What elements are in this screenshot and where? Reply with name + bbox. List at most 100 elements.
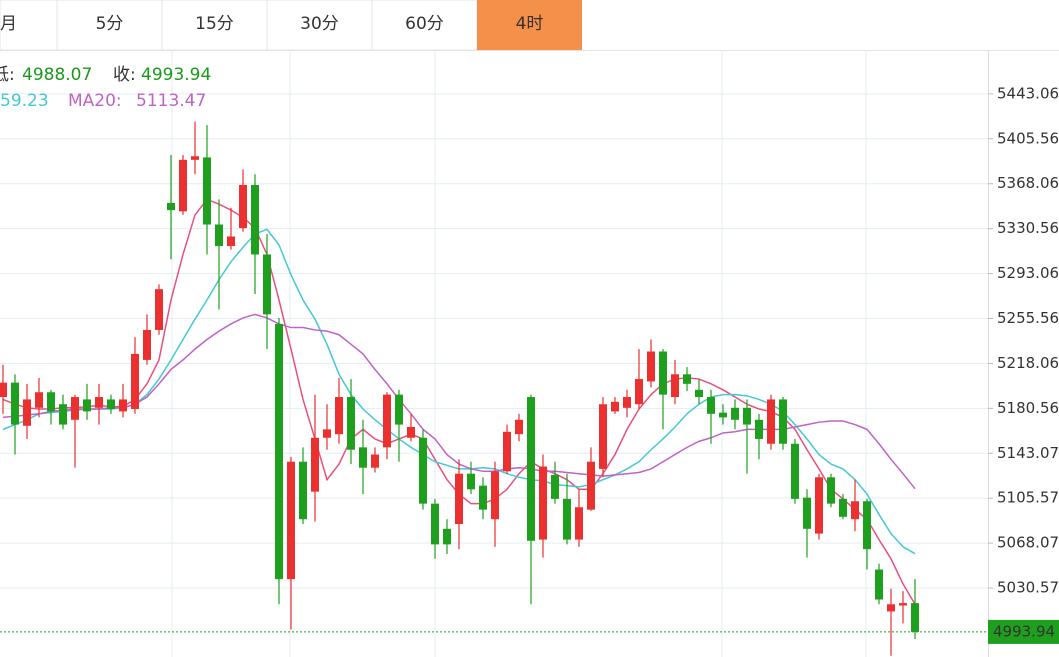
tab-label[interactable]: 4时 <box>516 14 544 34</box>
candle-body <box>83 399 91 412</box>
candle-body <box>287 461 295 580</box>
candle-body <box>599 404 607 469</box>
y-tick-label: 5218.06 <box>997 354 1059 372</box>
candle-body <box>851 501 859 520</box>
y-tick-label: 5255.56 <box>997 309 1059 327</box>
candle-body <box>131 353 139 410</box>
candle-body <box>311 437 319 492</box>
y-tick-label: 5030.57 <box>997 579 1059 597</box>
candle-body <box>107 399 115 410</box>
candle-body <box>539 466 547 540</box>
tab-label[interactable]: 30分 <box>300 14 339 34</box>
candle-body <box>23 399 31 426</box>
candle-body <box>815 477 823 534</box>
candle-body <box>407 426 415 438</box>
candle-body <box>179 159 187 212</box>
candle-body <box>431 503 439 545</box>
candle-body <box>71 397 79 420</box>
candle-body <box>899 603 907 606</box>
candle-body <box>503 431 511 472</box>
candle-body <box>59 404 67 425</box>
candle-body <box>0 382 7 398</box>
candle-body <box>575 507 583 540</box>
candle-body <box>695 389 703 398</box>
candle-body <box>611 401 619 412</box>
candle-body <box>863 501 871 550</box>
ma20-value: 5113.47 <box>136 91 206 111</box>
candle-body <box>719 412 727 418</box>
tab-label[interactable]: 60分 <box>405 14 444 34</box>
ma10-value: 59.23 <box>0 91 49 111</box>
candle-body <box>887 604 895 612</box>
candle-body <box>467 473 475 490</box>
tab[interactable] <box>0 0 58 51</box>
candle-body <box>47 392 55 412</box>
candle-body <box>755 419 763 439</box>
candle-body <box>119 399 127 412</box>
candle-body <box>371 454 379 468</box>
candle-body <box>11 382 19 425</box>
low-label: 低: <box>0 65 15 85</box>
candle-body <box>395 394 403 425</box>
candle-body <box>203 157 211 225</box>
candle-body <box>563 498 571 540</box>
candle-body <box>347 397 355 450</box>
candle-body <box>527 397 535 541</box>
tab[interactable] <box>266 0 373 51</box>
candle-body <box>791 443 799 499</box>
tab-label[interactable]: 月 <box>0 14 17 34</box>
candle-body <box>419 437 427 504</box>
y-tick-label: 5105.57 <box>997 489 1059 507</box>
tab-label[interactable]: 5分 <box>96 14 124 34</box>
candle-body <box>335 397 343 435</box>
candle-body <box>359 447 367 468</box>
y-tick-label: 5068.07 <box>997 534 1059 552</box>
candle-body <box>875 569 883 600</box>
candle-body <box>143 329 151 360</box>
candle-body <box>839 498 847 517</box>
candle-body <box>803 497 811 529</box>
candle-body <box>491 471 499 520</box>
candle-body <box>827 477 835 504</box>
candle-body <box>323 429 331 438</box>
candle-body <box>167 202 175 211</box>
ma20-label: MA20: <box>68 91 122 111</box>
candle-body <box>299 461 307 520</box>
candle-body <box>275 323 283 580</box>
candle-body <box>647 351 655 382</box>
candle-body <box>659 351 667 395</box>
candle-body <box>767 399 775 444</box>
candle-body <box>707 397 715 414</box>
candle-body <box>239 184 247 229</box>
tab-label[interactable]: 15分 <box>195 14 234 34</box>
candle-body <box>779 399 787 444</box>
candle-body <box>227 236 235 247</box>
tab[interactable] <box>371 0 478 51</box>
candle-body <box>911 603 919 632</box>
close-value: 4993.94 <box>141 65 211 85</box>
candle-body <box>383 394 391 448</box>
tab[interactable] <box>56 0 163 51</box>
y-tick-label: 5368.06 <box>997 174 1059 192</box>
candle-body <box>731 407 739 420</box>
candle-body <box>587 461 595 510</box>
candle-body <box>263 254 271 315</box>
y-tick-label: 5405.56 <box>997 129 1059 147</box>
y-tick-label: 5143.07 <box>997 444 1059 462</box>
last-price-label: 4993.94 <box>993 622 1055 640</box>
y-tick-label: 5443.06 <box>997 84 1059 102</box>
candle-body <box>743 407 751 425</box>
candle-body <box>215 224 223 247</box>
candle-body <box>479 485 487 510</box>
candle-body <box>515 419 523 435</box>
candle-body <box>443 528 451 545</box>
y-tick-label: 5180.56 <box>997 399 1059 417</box>
candle-body <box>635 379 643 405</box>
y-tick-label: 5330.56 <box>997 219 1059 237</box>
candle-body <box>455 473 463 525</box>
candle-body <box>683 374 691 384</box>
candle-body <box>155 289 163 330</box>
tab[interactable] <box>161 0 268 51</box>
tab[interactable] <box>477 0 582 50</box>
